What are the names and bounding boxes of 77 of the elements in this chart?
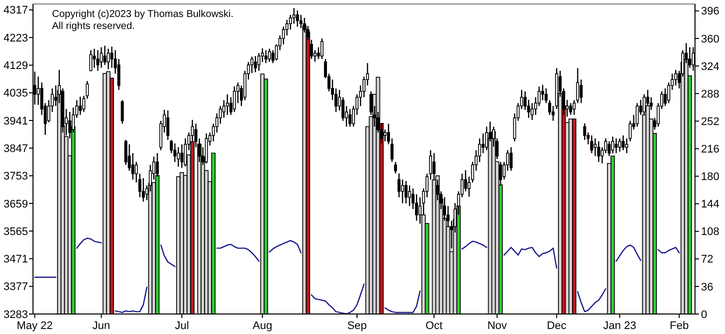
- candlestick: [142, 178, 145, 202]
- candlestick: [264, 50, 268, 64]
- x-tick-label: Jul: [174, 320, 189, 332]
- candlestick: [590, 134, 594, 154]
- candlestick: [618, 138, 622, 152]
- y-tick-label: 4129: [4, 60, 28, 72]
- x-tick-label: Nov: [487, 320, 508, 332]
- candlestick: [404, 180, 408, 204]
- candlestick: [510, 146, 513, 172]
- x-tick-label: Jan 23: [603, 320, 636, 332]
- y2-tick-label: 0: [701, 308, 708, 321]
- y2-tick-label: 324: [701, 60, 720, 73]
- candlestick: [103, 45, 106, 66]
- y2-tick-label: 396: [701, 6, 720, 18]
- candlestick: [78, 96, 82, 116]
- y2-tick-label: 360: [701, 33, 720, 46]
- y-tick-label: 3659: [4, 198, 28, 210]
- candlestick: [120, 100, 124, 124]
- candlestick: [541, 84, 544, 101]
- y2-tick-label: 288: [701, 88, 720, 100]
- candlestick: [254, 55, 257, 73]
- candlestick: [232, 86, 236, 113]
- x-tick-label: Dec: [546, 320, 567, 332]
- candlestick: [320, 38, 324, 60]
- y-tick-label: 3377: [4, 281, 28, 294]
- y-tick-label: 3565: [4, 226, 28, 238]
- y2-tick-label: 108: [701, 226, 720, 238]
- y-tick-label: 4035: [4, 88, 28, 100]
- y2-tick-label: 36: [701, 281, 714, 294]
- y-tick-label: 3471: [4, 254, 28, 266]
- candlestick: [296, 10, 299, 28]
- x-tick-label: Sep: [347, 320, 367, 332]
- y-tick-label: 3941: [4, 115, 28, 128]
- candlestick: [614, 138, 618, 154]
- candlestick: [482, 132, 485, 154]
- candlestick: [173, 142, 176, 163]
- y2-tick-label: 72: [701, 254, 714, 266]
- candlestick: [569, 102, 572, 116]
- y-tick-label: 4317: [4, 4, 28, 17]
- y-tick-label: 3847: [4, 142, 28, 155]
- candlestick: [268, 48, 271, 63]
- y2-tick-label: 144: [701, 198, 720, 211]
- y2-tick-label: 216: [701, 144, 720, 156]
- y2-tick-label: 252: [701, 116, 720, 128]
- candlestick: [257, 52, 260, 72]
- candlestick: [176, 146, 180, 168]
- x-tick-label: Jun: [92, 320, 110, 332]
- candlestick: [100, 46, 103, 68]
- x-tick-label: Feb: [670, 320, 689, 332]
- candlestick: [82, 95, 86, 113]
- candlestick: [92, 48, 96, 68]
- candlestick: [674, 69, 678, 86]
- candlestick: [408, 184, 412, 207]
- annotation: Copyright (c)2023 by Thomas Bulkowski. All rights reserved.: [52, 9, 234, 32]
- x-tick-label: Aug: [252, 320, 272, 332]
- candlestick: [583, 122, 586, 140]
- candlestick: [86, 80, 89, 100]
- candlestick: [597, 140, 600, 163]
- candlestick: [36, 76, 40, 106]
- candlestick: [636, 102, 639, 128]
- candlestick: [180, 144, 184, 168]
- candlestick: [348, 108, 352, 128]
- x-tick-label: Oct: [425, 320, 443, 332]
- candlestick: [394, 161, 398, 174]
- candlestick: [611, 136, 614, 154]
- candlestick: [226, 94, 229, 116]
- candlestick: [401, 178, 404, 204]
- candlestick: [96, 50, 100, 72]
- y-tick-label: 4223: [4, 32, 28, 44]
- x-tick-label: May 22: [16, 320, 53, 332]
- candlestick: [580, 78, 583, 104]
- y-tick-label: 3753: [4, 170, 28, 183]
- candlestick: [166, 110, 170, 140]
- candlestick: [622, 134, 625, 151]
- candlestick: [89, 50, 92, 72]
- y-tick-label: 3283: [4, 308, 28, 321]
- y2-tick-label: 180: [701, 171, 720, 184]
